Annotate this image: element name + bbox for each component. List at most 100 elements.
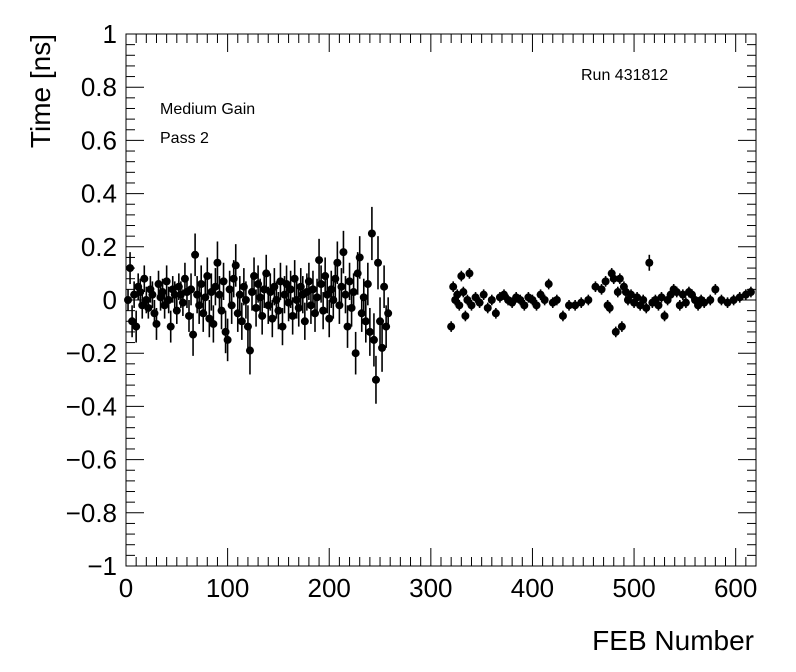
data-point (361, 300, 370, 343)
data-point (337, 268, 346, 306)
point-marker (457, 272, 466, 281)
data-point (558, 310, 567, 322)
point-marker (223, 335, 232, 344)
data-point (304, 262, 313, 300)
point-marker (483, 303, 492, 312)
data-point (601, 276, 610, 287)
data-point (627, 289, 636, 300)
point-marker (166, 322, 175, 331)
point-marker (449, 282, 458, 291)
data-point (152, 307, 161, 340)
point-marker (124, 296, 133, 304)
point-marker (613, 288, 622, 297)
data-point (711, 284, 720, 295)
data-point (178, 289, 187, 316)
point-marker (355, 253, 364, 262)
data-point (130, 281, 139, 308)
data-point (351, 331, 360, 375)
data-point (164, 286, 173, 314)
data-point (459, 286, 468, 298)
y-tick-label: 0.2 (81, 232, 117, 262)
point-marker (376, 317, 385, 326)
point-marker (209, 319, 218, 328)
data-point (329, 281, 338, 319)
point-marker (465, 269, 474, 278)
point-marker (540, 296, 549, 304)
data-point (245, 326, 254, 375)
data-point (252, 289, 261, 327)
point-marker (349, 288, 358, 297)
data-point (203, 257, 212, 295)
data-point (532, 300, 541, 311)
point-marker (615, 274, 624, 283)
point-marker (329, 296, 338, 304)
point-marker (195, 301, 204, 310)
point-marker (681, 298, 690, 307)
point-marker (359, 293, 368, 302)
point-marker (172, 306, 181, 315)
data-point (227, 286, 236, 324)
data-point (371, 355, 380, 404)
point-marker (520, 301, 529, 310)
point-marker (294, 303, 303, 312)
data-point (746, 286, 755, 298)
point-marker (605, 303, 614, 312)
point-marker (611, 327, 620, 336)
point-marker (601, 277, 610, 286)
plot-frame (125, 33, 757, 567)
data-point (639, 294, 648, 306)
point-marker (203, 272, 212, 281)
data-point (231, 244, 240, 287)
data-point (315, 238, 324, 282)
data-point (213, 241, 222, 285)
data-point (317, 265, 326, 303)
data-point (132, 310, 141, 343)
data-point (455, 300, 464, 311)
point-marker (627, 290, 636, 299)
y-tick-label: −0.6 (66, 445, 117, 475)
point-marker (746, 288, 755, 297)
data-point (201, 278, 210, 316)
point-marker (459, 288, 468, 297)
point-marker (729, 296, 738, 304)
data-point (219, 262, 228, 300)
data-point (657, 292, 666, 303)
y-tick-label: −0.4 (66, 391, 117, 421)
point-marker (237, 317, 246, 326)
y-tick-label: 0.4 (81, 179, 117, 209)
data-point (365, 307, 374, 356)
data-point (325, 300, 334, 338)
data-point (672, 286, 681, 298)
data-point (262, 254, 271, 293)
point-marker (152, 319, 161, 328)
data-point (172, 297, 181, 324)
point-marker (654, 301, 663, 310)
point-marker (577, 298, 586, 307)
data-point (645, 254, 654, 271)
point-marker (380, 282, 389, 291)
point-marker (723, 298, 732, 307)
point-marker (278, 322, 287, 331)
data-point (540, 294, 549, 306)
data-point (288, 297, 297, 335)
data-point (378, 323, 387, 372)
data-point (333, 241, 342, 285)
point-marker (219, 277, 228, 286)
data-point (706, 294, 715, 306)
data-point (189, 313, 198, 356)
y-tick-label: −0.8 (66, 498, 117, 528)
point-marker (657, 293, 666, 302)
point-marker (315, 256, 324, 265)
data-point (723, 297, 732, 308)
data-point (313, 278, 322, 316)
point-marker (735, 293, 744, 302)
point-marker (467, 301, 476, 310)
point-marker (126, 264, 135, 273)
data-point (197, 265, 206, 303)
point-marker (213, 258, 222, 267)
y-axis-title: Time [ns] (25, 34, 56, 148)
data-point (250, 257, 259, 295)
point-marker (325, 314, 334, 323)
point-marker (252, 303, 261, 312)
